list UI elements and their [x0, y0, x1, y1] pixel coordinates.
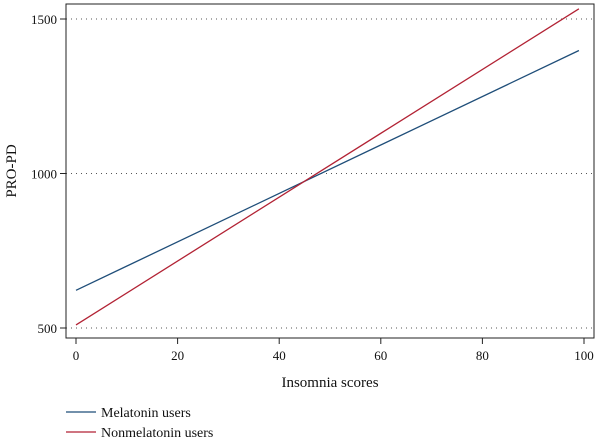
- y-tick-label: 500: [38, 321, 58, 336]
- y-tick-label: 1500: [31, 12, 57, 27]
- x-axis-title: Insomnia scores: [281, 375, 378, 391]
- x-tick-label: 40: [273, 348, 286, 363]
- x-tick-label: 100: [574, 348, 594, 363]
- legend-label: Nonmelatonin users: [101, 426, 213, 441]
- x-tick-label: 80: [476, 348, 489, 363]
- x-axis: 0 20 40 60 80 100: [66, 337, 594, 363]
- series-line-melatonin: [75, 49, 580, 291]
- grid-lines: [66, 18, 594, 329]
- y-tick-label: 1000: [31, 167, 57, 182]
- x-tick-label: 20: [171, 348, 184, 363]
- x-tick-label: 0: [73, 348, 80, 363]
- plot-frame: [65, 3, 595, 339]
- y-axis: 500 1000 1500: [31, 4, 67, 338]
- legend: Melatonin users Nonmelatonin users: [66, 406, 213, 441]
- y-axis-title: PRO-PD: [4, 144, 20, 198]
- series-line-nonmelatonin: [75, 8, 580, 326]
- series-lines: [75, 8, 580, 326]
- x-tick-label: 60: [374, 348, 387, 363]
- legend-label: Melatonin users: [101, 406, 191, 421]
